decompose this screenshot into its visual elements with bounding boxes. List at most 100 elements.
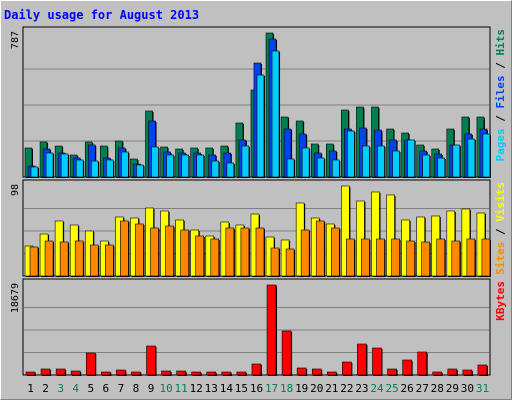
bar-kbytes-day-29 bbox=[447, 368, 458, 376]
bar-pages-day-8 bbox=[136, 164, 144, 178]
day-label-9: 9 bbox=[148, 382, 155, 395]
bar-pages-day-7 bbox=[121, 151, 129, 178]
bar-kbytes-day-16 bbox=[251, 363, 262, 376]
day-label-30: 30 bbox=[461, 382, 474, 395]
bar-kbytes-day-6 bbox=[101, 371, 111, 376]
bar-pages-day-26 bbox=[407, 139, 415, 178]
day-label-7: 7 bbox=[118, 382, 125, 395]
day-label-15: 15 bbox=[235, 382, 248, 395]
bar-kbytes-day-18 bbox=[281, 330, 292, 376]
bar-pages-day-5 bbox=[90, 160, 99, 178]
day-label-29: 29 bbox=[446, 382, 459, 395]
day-label-16: 16 bbox=[250, 382, 263, 395]
bar-pages-day-19 bbox=[301, 147, 310, 178]
bar-visits-day-22 bbox=[341, 185, 350, 277]
day-labels: 1 2 3 4 5 6 7 8 9 10 11 12 13 14 15 16 17 18 19 20 21 22 23 24 2… bbox=[27, 382, 489, 395]
bar-pages-day-23 bbox=[362, 145, 370, 178]
day-label-31: 31 bbox=[476, 382, 489, 395]
day-label-1: 1 bbox=[27, 382, 34, 395]
bar-pages-day-14 bbox=[226, 162, 235, 178]
bar-pages-day-31 bbox=[482, 133, 491, 178]
bar-pages-day-1 bbox=[30, 166, 39, 178]
bar-sites-day-3 bbox=[59, 241, 69, 277]
bar-sites-day-28 bbox=[436, 238, 446, 277]
bar-kbytes-day-5 bbox=[85, 352, 96, 376]
bar-pages-day-25 bbox=[392, 150, 400, 178]
day-label-28: 28 bbox=[431, 382, 444, 395]
bar-sites-day-19 bbox=[300, 229, 310, 277]
bar-sites-day-18 bbox=[285, 248, 295, 277]
bar-sites-day-1 bbox=[29, 246, 39, 277]
day-label-5: 5 bbox=[87, 382, 94, 395]
day-label-6: 6 bbox=[103, 382, 110, 395]
day-label-25: 25 bbox=[385, 382, 398, 395]
bar-pages-day-18 bbox=[286, 158, 295, 178]
bar-kbytes-day-17 bbox=[266, 284, 277, 376]
bar-sites-day-12 bbox=[195, 235, 205, 277]
bar-sites-day-29 bbox=[451, 240, 461, 277]
day-label-14: 14 bbox=[220, 382, 234, 395]
bar-sites-day-25 bbox=[391, 238, 400, 277]
day-label-23: 23 bbox=[355, 382, 368, 395]
bar-sites-day-9 bbox=[150, 227, 159, 277]
day-label-21: 21 bbox=[325, 382, 338, 395]
bar-sites-day-8 bbox=[135, 223, 144, 277]
day-label-20: 20 bbox=[310, 382, 323, 395]
bar-sites-day-31 bbox=[481, 238, 491, 277]
panel-max-label: 787 bbox=[10, 31, 21, 49]
bar-pages-day-10 bbox=[166, 154, 174, 178]
bar-pages-day-27 bbox=[422, 154, 430, 178]
day-label-18: 18 bbox=[280, 382, 293, 395]
legend-entry: Files bbox=[494, 75, 507, 108]
bar-kbytes-day-12 bbox=[191, 371, 202, 376]
bar-pages-day-17 bbox=[271, 50, 280, 178]
chart-panels: 787 Pages / Files / Hits 98 Sites / Visits 1… bbox=[10, 26, 507, 376]
legend-entry: / bbox=[494, 222, 507, 242]
bar-kbytes-day-19 bbox=[296, 367, 307, 376]
bar-sites-day-2 bbox=[44, 240, 54, 277]
bar-kbytes-day-7 bbox=[116, 369, 126, 376]
bar-pages-day-30 bbox=[467, 138, 476, 178]
bar-pages-day-13 bbox=[211, 160, 220, 178]
bar-sites-day-23 bbox=[361, 238, 370, 277]
chart-title: Daily usage for August 2013 bbox=[4, 8, 199, 22]
bar-pages-day-24 bbox=[377, 145, 385, 178]
bar-kbytes-day-1 bbox=[25, 371, 36, 376]
day-label-17: 17 bbox=[265, 382, 278, 395]
panel-frame bbox=[22, 278, 491, 376]
bar-pages-day-22 bbox=[347, 130, 355, 178]
day-label-13: 13 bbox=[205, 382, 218, 395]
bar-pages-day-12 bbox=[196, 154, 205, 178]
bar-sites-day-4 bbox=[74, 240, 84, 277]
bar-kbytes-day-26 bbox=[402, 359, 412, 376]
panel-kbytes: 18679 KBytes bbox=[10, 278, 507, 376]
bar-sites-day-22 bbox=[346, 238, 355, 277]
bar-kbytes-day-20 bbox=[311, 368, 322, 376]
legend-entry: Hits bbox=[494, 29, 507, 56]
bar-kbytes-day-24 bbox=[372, 347, 382, 376]
bar-pages-day-11 bbox=[181, 154, 189, 178]
day-label-2: 2 bbox=[42, 382, 49, 395]
bar-kbytes-day-14 bbox=[221, 371, 232, 376]
panel-visits-sites: 98 Sites / Visits bbox=[10, 179, 507, 277]
bar-sites-day-26 bbox=[406, 240, 415, 277]
day-label-8: 8 bbox=[133, 382, 140, 395]
bar-kbytes-day-22 bbox=[342, 361, 352, 376]
bar-pages-day-9 bbox=[151, 146, 159, 178]
day-label-24: 24 bbox=[370, 382, 384, 395]
legend-entry: / bbox=[494, 109, 507, 129]
bar-sites-day-11 bbox=[180, 229, 189, 277]
bar-pages-day-6 bbox=[106, 159, 114, 178]
day-label-4: 4 bbox=[72, 382, 79, 395]
bar-visits-day-23 bbox=[356, 200, 365, 277]
bar-sites-day-17 bbox=[270, 247, 280, 277]
bar-sites-day-13 bbox=[210, 238, 220, 277]
bar-kbytes-day-21 bbox=[326, 371, 337, 376]
bar-kbytes-day-9 bbox=[146, 345, 156, 376]
bar-sites-day-7 bbox=[120, 220, 129, 277]
bar-kbytes-day-4 bbox=[70, 370, 81, 376]
bar-sites-day-5 bbox=[89, 244, 99, 277]
bar-pages-day-16 bbox=[256, 74, 265, 178]
